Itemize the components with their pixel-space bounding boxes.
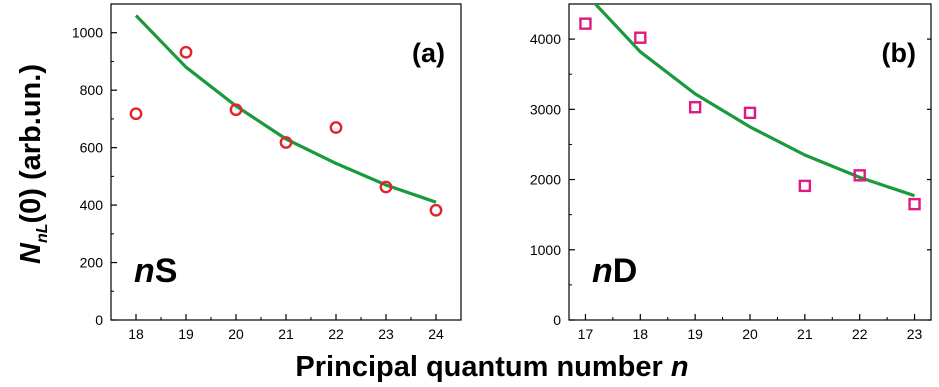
panel-b-label: (b) [882, 38, 916, 68]
panel-b-data-point [634, 31, 647, 44]
y-axis-title-symbol: N [15, 242, 47, 264]
panel-b-xtick-label: 17 [578, 326, 594, 342]
panel-b-ytick-label: 4000 [530, 31, 561, 47]
panel-a-data-points [129, 45, 443, 217]
panel-a-xtick-label: 24 [428, 326, 444, 342]
x-axis-title: Principal quantum number n [295, 351, 688, 383]
panel-a-ytick-label: 1000 [72, 25, 103, 41]
panel-b-data-point [908, 197, 921, 211]
panel-a-ytick-label: 0 [95, 312, 103, 328]
panel-a-data-point [129, 107, 143, 121]
x-axis-title-text: Principal quantum number [295, 351, 670, 383]
panel-a-series-label: nS [134, 252, 177, 290]
panel-a-xtick-label: 20 [228, 326, 244, 342]
panel-b-data-point [798, 179, 812, 193]
panel-b-xtick-label: 23 [907, 326, 923, 342]
panel-a-fit-curve [134, 14, 437, 204]
panel-a-series-label-rest: S [155, 252, 178, 290]
panel-a-ytick-label: 200 [80, 255, 104, 271]
panel-b-xtick-label: 20 [742, 326, 758, 342]
panel-b-fit-line [593, 4, 916, 198]
panel-b-data-points [579, 17, 921, 211]
panel-a-ytick-label: 800 [80, 82, 104, 98]
panel-b-ytick-label: 2000 [530, 172, 561, 188]
panel-a-fit-line [134, 14, 437, 204]
panel-a-data-point [429, 203, 443, 217]
panel-b-series-label-italic: n [592, 252, 613, 290]
panel-a-data-point [229, 103, 243, 117]
y-axis-title: NnL(0) (arb.un.) [15, 64, 51, 264]
panel-a-data-point [179, 45, 193, 59]
panel-a-data-point [279, 136, 293, 149]
panel-b-data-point [688, 101, 702, 114]
panel-b-fit-curve [593, 4, 916, 198]
panel-b-data-point [579, 17, 592, 30]
panel-a-xtick-label: 18 [128, 326, 144, 342]
x-axis-title-variable: n [671, 351, 689, 383]
panel-b-ytick-label: 1000 [530, 242, 561, 258]
panel-a-data-point [329, 121, 343, 134]
panel-a-xtick-label: 22 [328, 326, 344, 342]
panel-a-xtick-label: 21 [278, 326, 294, 342]
panel-b-ticks: 17 18 19 20 21 22 23 0 1000 2000 3000 4000 [530, 31, 931, 342]
panel-b-series-label-rest: D [613, 252, 638, 290]
panel-b-ytick-label: 0 [553, 312, 561, 328]
panel-b-nd: 17 18 19 20 21 22 23 0 1000 2000 3000 4000 (b) nD [530, 3, 932, 342]
panel-a-xtick-label: 19 [178, 326, 194, 342]
panel-a-ytick-label: 600 [80, 140, 104, 156]
panel-b-xtick-label: 18 [633, 326, 649, 342]
panel-b-data-point [743, 106, 757, 120]
panel-a-data-point [379, 180, 393, 194]
panel-a-series-label-italic: n [134, 252, 155, 290]
panel-b-ytick-label: 3000 [530, 101, 561, 117]
y-axis-title-subscript: nL [34, 224, 51, 244]
panel-b-xtick-label: 19 [687, 326, 703, 342]
panel-a-xtick-label: 23 [378, 326, 394, 342]
panel-a-label: (a) [412, 38, 445, 68]
panel-a-ns: 18 19 20 21 22 23 24 0 200 400 600 800 1000 (a) nS [72, 3, 462, 342]
panel-b-data-point [853, 169, 866, 182]
panel-b-xtick-label: 21 [797, 326, 813, 342]
panel-a-ytick-label: 400 [80, 197, 104, 213]
panel-b-xtick-label: 22 [852, 326, 868, 342]
y-axis-title-rest: (0) (arb.un.) [15, 64, 47, 224]
panel-b-series-label: nD [592, 252, 637, 290]
panel-a-ticks: 18 19 20 21 22 23 24 0 200 400 600 800 1000 [72, 25, 444, 342]
